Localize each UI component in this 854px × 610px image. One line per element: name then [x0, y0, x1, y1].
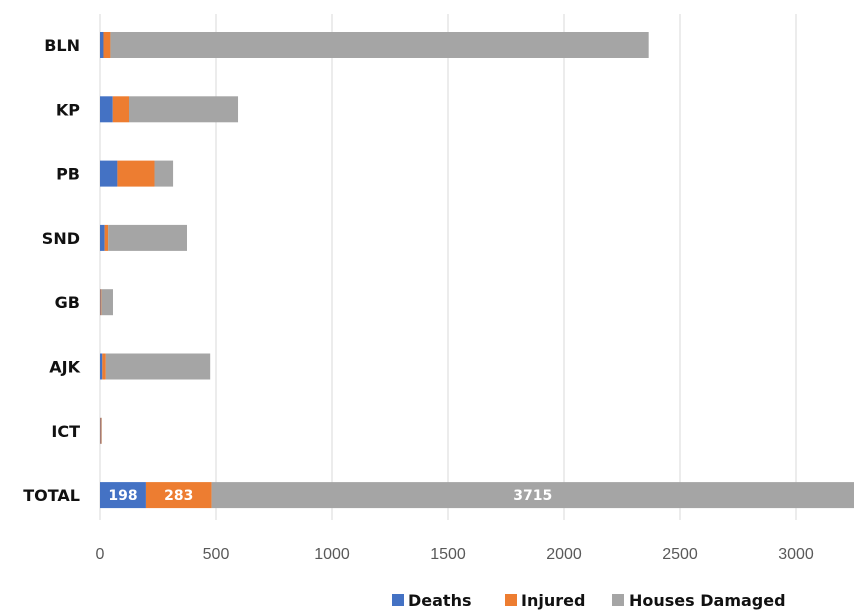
bar-ict-injured — [100, 417, 102, 444]
x-tick-label-3000: 3000 — [778, 546, 814, 563]
gridlines — [99, 14, 797, 520]
x-tick-label-1000: 1000 — [314, 546, 350, 563]
category-label-total: TOTAL — [23, 486, 80, 505]
legend: Deaths Injured Houses Damaged — [392, 591, 786, 610]
bar-ajk-injured — [102, 353, 106, 380]
bar-gb-houses-damaged — [101, 289, 113, 316]
legend-label-houses-damaged: Houses Damaged — [629, 591, 786, 610]
legend-swatch-deaths — [392, 594, 404, 606]
x-tick-labels: 0 500 1000 1500 2000 2500 3000 — [96, 546, 814, 563]
legend-swatch-injured — [505, 594, 517, 606]
bar-gb-injured — [100, 289, 102, 316]
category-labels: BLN KP PB SND GB AJK ICT TOTAL — [23, 36, 80, 505]
legend-swatch-houses-damaged — [612, 594, 624, 606]
bars — [100, 32, 854, 509]
bar-pb-injured — [117, 160, 155, 187]
category-label-kp: KP — [56, 100, 80, 119]
data-labels: 198 283 3715 — [108, 488, 552, 504]
data-label-total-injured: 283 — [164, 488, 193, 504]
bar-snd-houses-damaged — [108, 224, 187, 251]
bar-kp-houses-damaged — [129, 96, 239, 123]
bar-snd-injured — [104, 224, 109, 251]
legend-label-injured: Injured — [521, 591, 585, 610]
x-tick-label-2500: 2500 — [662, 546, 698, 563]
data-label-total-deaths: 198 — [108, 488, 137, 504]
category-label-snd: SND — [42, 229, 80, 248]
category-label-gb: GB — [55, 293, 80, 312]
data-label-total-houses-damaged: 3715 — [513, 488, 552, 504]
bar-bln-injured — [103, 32, 111, 58]
bar-pb-houses-damaged — [154, 160, 174, 187]
x-tick-label-1500: 1500 — [430, 546, 466, 563]
category-label-pb: PB — [56, 165, 80, 184]
bar-bln-houses-damaged — [110, 32, 649, 58]
bar-ajk-houses-damaged — [105, 353, 211, 380]
bar-total-deaths — [100, 482, 146, 509]
bar-snd-deaths — [100, 224, 105, 251]
bar-kp-deaths — [100, 96, 113, 123]
bar-ajk-deaths — [100, 353, 103, 380]
bar-bln-deaths — [100, 32, 104, 58]
bar-kp-injured — [112, 96, 129, 123]
category-label-bln: BLN — [44, 36, 80, 55]
bar-pb-deaths — [100, 160, 118, 187]
x-tick-label-500: 500 — [203, 546, 230, 563]
legend-label-deaths: Deaths — [408, 591, 472, 610]
bar-total-injured — [145, 482, 212, 509]
category-label-ajk: AJK — [49, 358, 80, 377]
x-tick-label-0: 0 — [96, 546, 105, 563]
x-tick-label-2000: 2000 — [546, 546, 582, 563]
bar-total-houses-damaged — [211, 482, 854, 509]
category-label-ict: ICT — [51, 422, 80, 441]
